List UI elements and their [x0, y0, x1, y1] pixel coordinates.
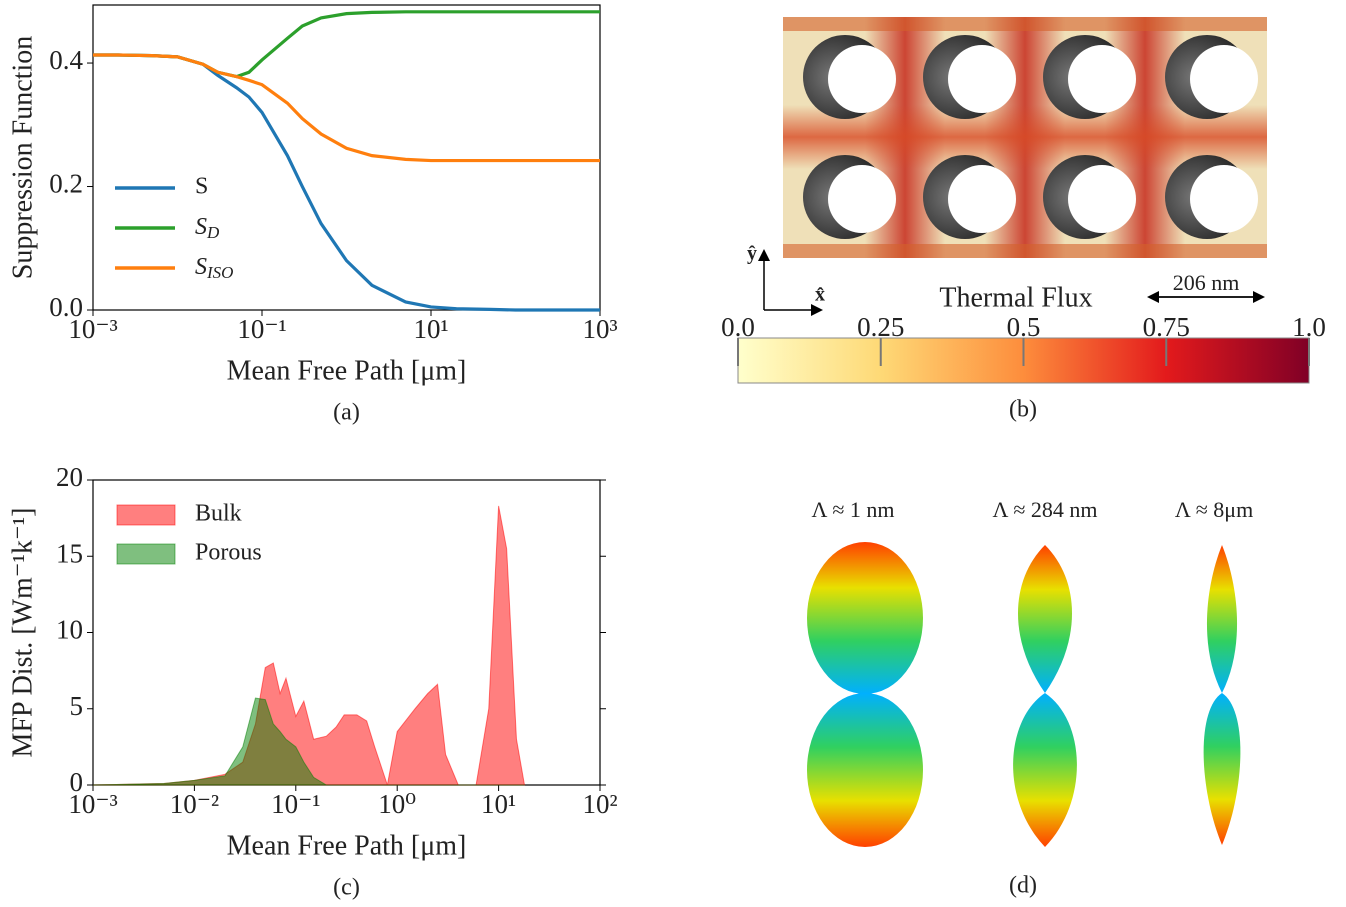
x-tick-label: 10³: [582, 314, 617, 344]
page: {"chart_data": [ {"type": "line", "xlabe…: [0, 0, 1346, 907]
x-tick-label: 10²: [582, 789, 617, 819]
caption: (c): [333, 875, 360, 901]
colorbar-tick-label: 0.5: [1007, 312, 1041, 342]
x-tick-label: 10⁻¹: [237, 314, 286, 344]
legend-label: SISO: [195, 254, 233, 282]
x-tick-label: 10⁻³: [68, 314, 117, 344]
plot-frame: [93, 5, 600, 310]
figure: ŷ x̂ Thermal Flux 206 nm (b) Λ ≈ 1 nm Λ …: [0, 0, 1346, 907]
y-axis-label: Suppression Function: [7, 36, 38, 279]
colorbar-tick-label: 0.75: [1143, 312, 1190, 342]
phonon-shapes: [807, 542, 1240, 847]
y-tick-label: 5: [70, 691, 84, 721]
caption: (d): [1009, 873, 1037, 899]
x-axis-label: Mean Free Path [μm]: [227, 355, 467, 386]
x-tick-label: 10⁻¹: [271, 789, 320, 819]
line: [93, 55, 600, 161]
shape-label: Λ ≈ 8μm: [1175, 497, 1253, 522]
x-tick-label: 10¹: [413, 314, 448, 344]
legend-label: S: [195, 174, 208, 200]
caption: (a): [333, 400, 360, 426]
x-tick-label: 10⁻³: [68, 789, 117, 819]
legend-swatch: [117, 544, 175, 564]
x-tick-label: 10⁻²: [170, 789, 219, 819]
colorbar-label: Thermal Flux: [939, 282, 1092, 313]
scale-label: 206 nm: [1173, 270, 1240, 295]
legend-label: Bulk: [195, 501, 242, 527]
legend-label: Porous: [195, 540, 262, 566]
y-tick-label: 10: [56, 615, 83, 645]
y-tick-label: 0.4: [49, 45, 83, 75]
axis-y-icon-label: ŷ: [747, 243, 757, 265]
y-axis-label: MFP Dist. [Wm⁻¹k⁻¹]: [7, 508, 38, 758]
caption: (b): [1009, 397, 1037, 423]
y-tick-label: 20: [56, 462, 83, 492]
line: [93, 55, 600, 310]
y-tick-label: 0.2: [49, 169, 83, 199]
colorbar-tick-label: 0.0: [721, 312, 755, 342]
x-tick-label: 10¹: [481, 789, 516, 819]
x-tick-label: 10⁰: [378, 789, 416, 819]
y-tick-label: 15: [56, 538, 83, 568]
line: [93, 12, 600, 77]
shape-label: Λ ≈ 284 nm: [992, 497, 1097, 522]
legend-swatch: [117, 505, 175, 525]
colorbar-tick-label: 1.0: [1292, 312, 1326, 342]
shape-label: Λ ≈ 1 nm: [811, 497, 894, 522]
flux-map: [783, 17, 1267, 258]
legend-label: SD: [195, 214, 220, 242]
colorbar-tick-label: 0.25: [857, 312, 904, 342]
axis-x-icon-label: x̂: [815, 284, 825, 306]
x-axis-label: Mean Free Path [μm]: [227, 830, 467, 861]
